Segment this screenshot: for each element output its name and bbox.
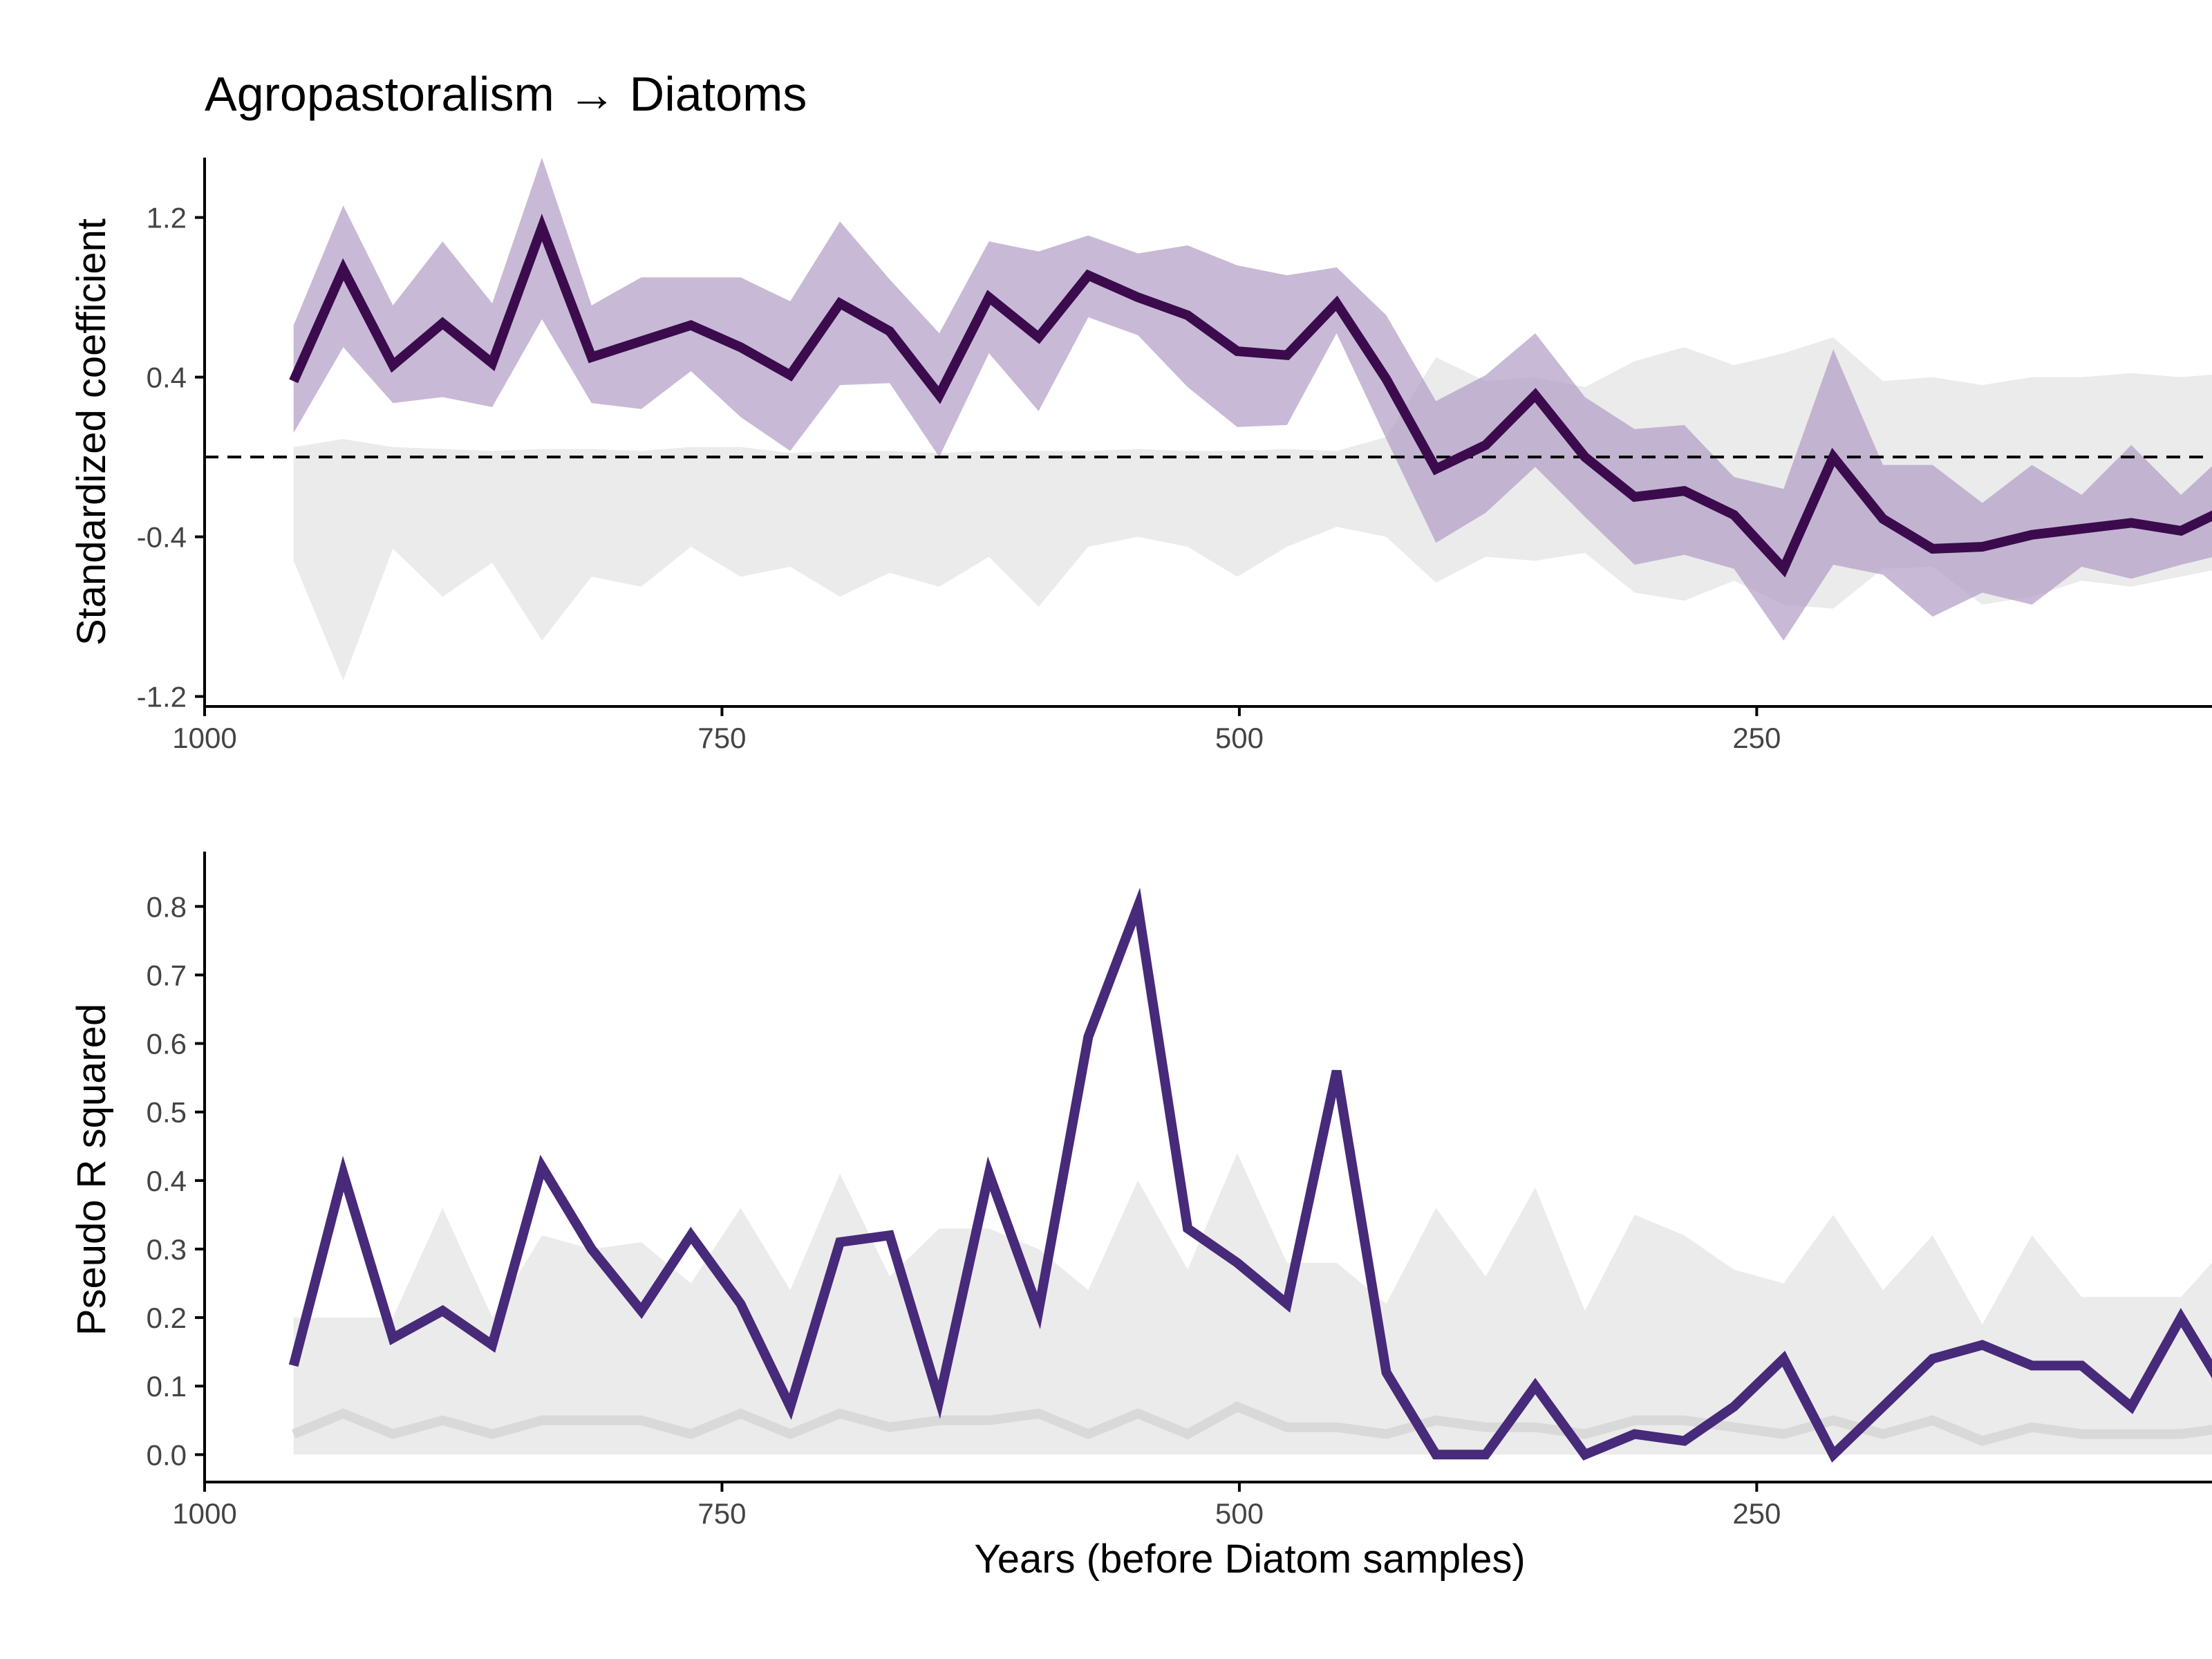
r2-panel: Pseudo R squared Years (before Diatom sa… (69, 852, 2212, 1582)
r2-y-tick-label: 0.8 (147, 890, 187, 923)
r2-x-tick-label: 1000 (172, 1497, 236, 1530)
r2-y-tick-label: 0.2 (147, 1302, 187, 1334)
r2-null-median-line (292, 1401, 2212, 1446)
coefficient-x-tick-label: 500 (1215, 722, 1264, 754)
r2-series-layer (288, 888, 2212, 1463)
coefficient-series-layer (289, 214, 2212, 578)
coefficient-y-axis-title: Standardized coefficient (69, 218, 114, 646)
coefficient-x-tick-label: 250 (1732, 722, 1781, 754)
coefficient-null-band-layer (293, 337, 2212, 681)
r2-y-tick-label: 0.5 (147, 1096, 187, 1129)
pseudo-r2-line (288, 888, 2212, 1463)
r2-y-tick-label: 0.4 (147, 1165, 187, 1197)
chart-title: Agropastoralism → Diatoms (205, 67, 807, 121)
r2-y-tick-label: 0.0 (147, 1438, 187, 1471)
r2-x-axis-title: Years (before Diatom samples) (974, 1537, 1525, 1582)
coefficient-y-tick-label: -1.2 (137, 681, 187, 713)
coefficient-y-tick-label: 1.2 (147, 202, 187, 234)
coefficient-x-tick-label: 1000 (172, 722, 236, 754)
r2-x-tick-label: 750 (697, 1497, 746, 1530)
coefficient-line (289, 214, 2212, 578)
r2-y-axis-title: Pseudo R squared (69, 1004, 114, 1335)
r2-x-tick-label: 250 (1732, 1497, 1781, 1530)
coefficient-x-tick-label: 750 (697, 722, 746, 754)
coefficient-y-tick-label: -0.4 (137, 521, 187, 554)
coefficient-y-tick-label: 0.4 (147, 362, 187, 394)
r2-y-tick-label: 0.3 (147, 1233, 187, 1266)
r2-y-tick-label: 0.7 (147, 959, 187, 991)
r2-axes: 0.0 0.1 0.2 0.3 0.4 0.5 0.6 0.7 0.8 1000 750 500 250 (147, 852, 2212, 1530)
r2-y-tick-label: 0.6 (147, 1028, 187, 1060)
r2-y-tick-label: 0.1 (147, 1370, 187, 1403)
coefficient-null-band (293, 337, 2212, 681)
coefficient-axes: 1.2 0.4 -0.4 -1.2 1000 750 500 250 (137, 158, 2212, 754)
r2-x-tick-label: 500 (1215, 1497, 1264, 1530)
coefficient-panel: Standardized coefficient 1.20.4-0.4-1.21… (69, 158, 2212, 754)
